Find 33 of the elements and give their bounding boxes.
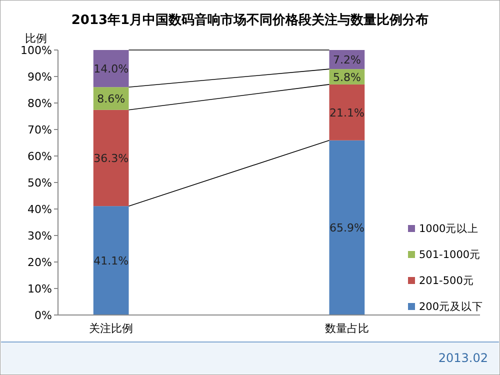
legend-label: 200元及以下: [419, 300, 484, 313]
x-tick-label: 数量占比: [324, 322, 369, 335]
legend-label: 1000元以上: [419, 222, 479, 235]
bar: [93, 110, 129, 206]
text: 2013.02: [438, 351, 488, 365]
y-tick-label: 40%: [28, 203, 52, 216]
y-tick-label: 20%: [28, 256, 52, 269]
chart-title: 2013年1月中国数码音响市场不同价格段关注与数量比例分布: [71, 12, 429, 28]
data-label: 65.9%: [329, 222, 364, 235]
data-label: 21.1%: [329, 106, 364, 120]
data-label: 14.0%: [94, 62, 129, 76]
data-label: 36.3%: [94, 152, 129, 165]
y-tick-label: 70%: [28, 124, 52, 136]
bar: [93, 206, 129, 315]
y-axis-title: 比例: [25, 32, 47, 45]
y-tick-label: 60%: [28, 150, 52, 163]
y-tick-label: 50%: [28, 176, 52, 190]
y-tick-label: 100%: [20, 44, 52, 57]
legend-label: 201-500元: [419, 275, 474, 287]
y-tick-label: 80%: [28, 97, 52, 110]
bar: [329, 84, 365, 140]
x-tick-label: 关注比例: [89, 322, 134, 335]
data-label: 7.2%: [332, 54, 361, 67]
y-tick-label: 10%: [28, 282, 52, 296]
y-tick-label: 90%: [28, 70, 52, 84]
y-tick-label: 30%: [28, 230, 52, 242]
data-label: 41.1%: [94, 254, 129, 268]
y-tick-label: 0%: [34, 309, 52, 322]
bar: [93, 50, 129, 88]
legend-label: 501-1000元: [419, 249, 481, 261]
data-label: 5.8%: [332, 70, 361, 84]
bar: [329, 140, 365, 315]
data-label: 8.6%: [97, 92, 126, 106]
